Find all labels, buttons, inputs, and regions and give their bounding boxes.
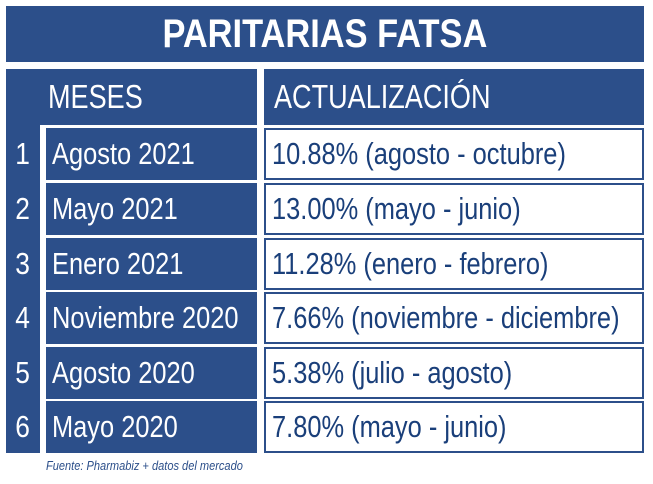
row-update-text: 11.28% (enero - febrero) <box>272 246 549 281</box>
row-number: 1 <box>6 128 40 180</box>
row-update: 10.88% (agosto - octubre) <box>264 128 644 180</box>
row-update-text: 13.00% (mayo - junio) <box>272 191 521 226</box>
row-update-text: 7.80% (mayo - junio) <box>272 409 507 444</box>
row-number-column <box>6 125 40 453</box>
row-month-text: Mayo 2020 <box>52 409 178 444</box>
row-update-text: 10.88% (agosto - octubre) <box>272 136 566 171</box>
row-number-text: 4 <box>15 300 31 335</box>
row-number-text: 1 <box>15 136 31 171</box>
row-number: 6 <box>6 401 40 453</box>
row-number-text: 5 <box>15 355 31 390</box>
row-update: 11.28% (enero - febrero) <box>264 238 644 290</box>
row-month: Agosto 2021 <box>46 128 257 180</box>
row-number: 5 <box>6 347 40 399</box>
row-number-text: 3 <box>15 246 31 281</box>
table-row: 1 Agosto 2021 10.88% (agosto - octubre) <box>6 128 646 180</box>
table-title-text: PARITARIAS FATSA <box>162 11 488 56</box>
row-month-text: Enero 2021 <box>52 246 184 281</box>
row-month-text: Mayo 2021 <box>52 191 178 226</box>
row-month: Enero 2021 <box>46 238 257 290</box>
source-note: Fuente: Pharmabiz + datos del mercado <box>46 458 278 473</box>
row-month: Agosto 2020 <box>46 347 257 399</box>
row-update: 7.66% (noviembre - diciembre) <box>264 292 644 344</box>
row-number: 2 <box>6 183 40 235</box>
column-header-meses-label: MESES <box>48 78 143 115</box>
column-header-actualizacion: ACTUALIZACIÓN <box>264 69 644 125</box>
row-month: Noviembre 2020 <box>46 292 257 344</box>
column-header-actualizacion-label: ACTUALIZACIÓN <box>274 78 491 115</box>
row-update: 5.38% (julio - agosto) <box>264 347 644 399</box>
row-number-text: 2 <box>15 191 31 226</box>
table-row: 5 Agosto 2020 5.38% (julio - agosto) <box>6 347 646 399</box>
row-update-text: 7.66% (noviembre - diciembre) <box>272 300 620 335</box>
table-title: PARITARIAS FATSA <box>6 6 644 62</box>
column-header-meses: MESES <box>6 69 257 125</box>
row-number: 4 <box>6 292 40 344</box>
row-update-text: 5.38% (julio - agosto) <box>272 355 513 390</box>
table-row: 4 Noviembre 2020 7.66% (noviembre - dici… <box>6 292 646 344</box>
row-month-text: Agosto 2021 <box>52 136 195 171</box>
row-number-text: 6 <box>15 409 31 444</box>
source-note-text: Fuente: Pharmabiz + datos del mercado <box>46 458 243 473</box>
row-month: Mayo 2020 <box>46 401 257 453</box>
row-update: 13.00% (mayo - junio) <box>264 183 644 235</box>
table-row: 6 Mayo 2020 7.80% (mayo - junio) <box>6 401 646 453</box>
row-month-text: Agosto 2020 <box>52 355 195 390</box>
row-number: 3 <box>6 238 40 290</box>
table-row: 3 Enero 2021 11.28% (enero - febrero) <box>6 238 646 290</box>
row-month: Mayo 2021 <box>46 183 257 235</box>
row-month-text: Noviembre 2020 <box>52 300 239 335</box>
row-update: 7.80% (mayo - junio) <box>264 401 644 453</box>
table-row: 2 Mayo 2021 13.00% (mayo - junio) <box>6 183 646 235</box>
